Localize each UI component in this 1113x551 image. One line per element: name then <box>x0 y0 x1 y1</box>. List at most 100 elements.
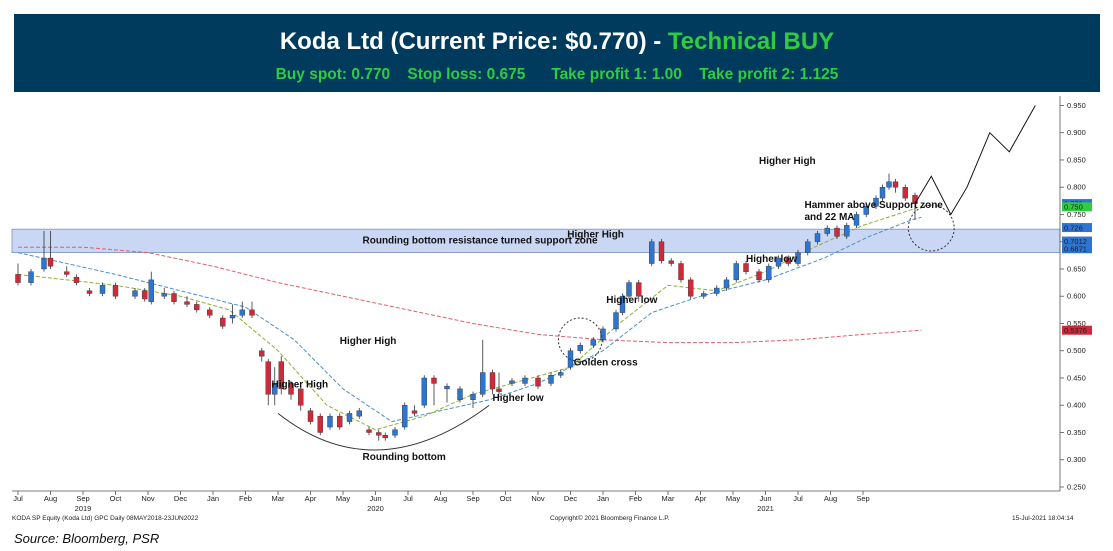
candle-body <box>649 241 655 264</box>
candle-body <box>577 345 583 351</box>
candle-body <box>834 227 840 237</box>
candle-body <box>421 377 427 406</box>
drawings <box>277 105 1036 451</box>
candle-body <box>805 241 811 253</box>
price-chart: Rounding bottom resistance turned suppor… <box>0 92 1113 531</box>
candle-body <box>41 257 47 270</box>
candle-body <box>28 271 34 283</box>
x-tick-label: Aug <box>434 494 447 503</box>
x-tick-label: Jul <box>793 494 803 503</box>
title-main: Koda Ltd (Current Price: $0.770) - <box>279 28 668 55</box>
y-tick-label: 0.250 <box>1067 483 1086 492</box>
annotation-label: Higher low <box>746 254 797 265</box>
candle-body <box>509 380 515 384</box>
x-tick-label: Dec <box>174 494 188 503</box>
candle-body <box>376 432 382 436</box>
x-tick-label: May <box>336 494 350 503</box>
annotation-label: Higher low <box>493 393 544 404</box>
candle-body <box>496 388 502 392</box>
price-label-tag <box>1062 325 1092 335</box>
source-note: Source: Bloomberg, PSR <box>14 531 160 546</box>
candle-body <box>132 290 138 297</box>
candle-body <box>626 282 632 297</box>
annotation-label: Rounding bottom resistance turned suppor… <box>363 235 598 246</box>
candle-body <box>480 372 486 395</box>
candle-body <box>844 225 850 237</box>
candle-body <box>444 385 450 390</box>
x-tick-label: Jun <box>369 494 381 503</box>
x-tick-label: Nov <box>141 494 155 503</box>
candle-body <box>785 257 791 264</box>
y-tick-label: 0.350 <box>1067 428 1086 437</box>
candle-body <box>457 388 463 400</box>
candle-body <box>356 410 362 417</box>
candle-body <box>688 279 694 297</box>
candle-body <box>558 372 564 376</box>
annotation-label: Higher High <box>567 230 624 241</box>
chart-background <box>0 92 1113 531</box>
x-tick-label: Feb <box>629 494 642 503</box>
candle-body <box>229 315 236 319</box>
candle-body <box>714 287 720 294</box>
x-tick-label: Aug <box>824 494 837 503</box>
price-label-text: 0.5376 <box>1064 326 1087 335</box>
x-tick-label: Mar <box>272 494 285 503</box>
price-label-tag <box>1062 236 1092 246</box>
footer-center: Copyright© 2021 Bloomberg Finance L.P. <box>550 514 670 522</box>
y-tick-label: 0.600 <box>1067 292 1086 301</box>
y-tick-label: 0.800 <box>1067 183 1086 192</box>
x-axis: Jul Aug Sep Oct Nov Dec Jan Feb Mar Apr May Jun Jul A… <box>12 490 1060 513</box>
price-label-text: 0.7012 <box>1064 237 1087 246</box>
x-tick-label: Mar <box>662 494 675 503</box>
price-label-tag <box>1062 223 1092 233</box>
candle-body <box>194 304 200 311</box>
candle-body <box>489 372 496 390</box>
candle-body <box>590 339 596 346</box>
annotations: Rounding bottom resistance turned suppor… <box>272 156 944 463</box>
candle-body <box>863 206 869 215</box>
candle-body <box>795 252 801 264</box>
x-tick-label: Jan <box>597 494 609 503</box>
candle-body <box>824 227 830 234</box>
candle-body <box>47 257 54 267</box>
candle-body <box>272 383 278 395</box>
candle-body <box>613 312 619 330</box>
x-tick-label: Dec <box>564 494 578 503</box>
price-label-text: 0.6871 <box>1064 245 1087 254</box>
x-year-label: 2021 <box>757 504 774 513</box>
candle-body <box>886 181 892 188</box>
y-tick-label: 0.300 <box>1067 455 1086 464</box>
price-label-text: 0.750 <box>1064 203 1083 212</box>
candle-body <box>171 293 177 302</box>
candle-body <box>814 233 821 242</box>
candle-body <box>879 187 886 199</box>
candle-body <box>548 375 554 384</box>
candle-body <box>148 279 154 302</box>
price-label-text: 0.726 <box>1064 223 1083 232</box>
candle-body <box>873 197 879 207</box>
x-tick-label: Sep <box>76 494 89 503</box>
candle-body <box>853 214 860 226</box>
trade-levels: Buy spot: 0.770 Stop loss: 0.675 Take pr… <box>275 66 839 83</box>
x-tick-label: Jul <box>13 494 23 503</box>
annotation-label: Higher High <box>272 380 329 391</box>
x-year-label: 2019 <box>75 504 92 513</box>
candle-body <box>239 309 245 316</box>
candle-body <box>431 377 437 384</box>
highlight-circle <box>907 204 955 252</box>
candle-body <box>184 301 190 305</box>
x-tick-label: Jul <box>403 494 413 503</box>
candle-body <box>743 263 749 272</box>
annotation-label: Higher High <box>759 156 816 167</box>
y-tick-label: 0.500 <box>1067 346 1086 355</box>
y-tick-label: 0.650 <box>1067 264 1086 273</box>
ma-long-line <box>18 246 922 344</box>
projection-path <box>914 105 1036 216</box>
candle-body <box>86 290 93 294</box>
candle-body <box>220 317 226 327</box>
candle-body <box>668 260 674 264</box>
candle-body <box>766 266 772 281</box>
chart-title: Koda Ltd (Current Price: $0.770) - Techn… <box>14 28 1100 56</box>
candle-body <box>678 263 684 281</box>
y-tick-label: 0.950 <box>1067 101 1086 110</box>
